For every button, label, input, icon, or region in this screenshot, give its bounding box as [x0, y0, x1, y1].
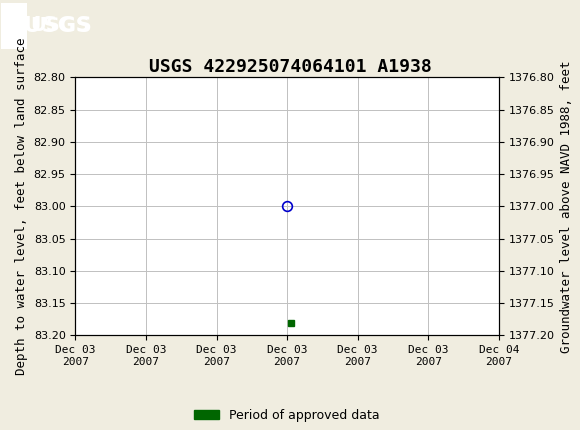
Y-axis label: Depth to water level, feet below land surface: Depth to water level, feet below land su… [15, 38, 28, 375]
Y-axis label: Groundwater level above NAVD 1988, feet: Groundwater level above NAVD 1988, feet [560, 60, 573, 353]
FancyBboxPatch shape [1, 3, 27, 49]
Text: ≡USGS: ≡USGS [6, 16, 93, 36]
Text: USGS: USGS [30, 16, 90, 35]
Legend: Period of approved data: Period of approved data [189, 404, 385, 427]
Text: USGS 422925074064101 A1938: USGS 422925074064101 A1938 [148, 58, 432, 76]
